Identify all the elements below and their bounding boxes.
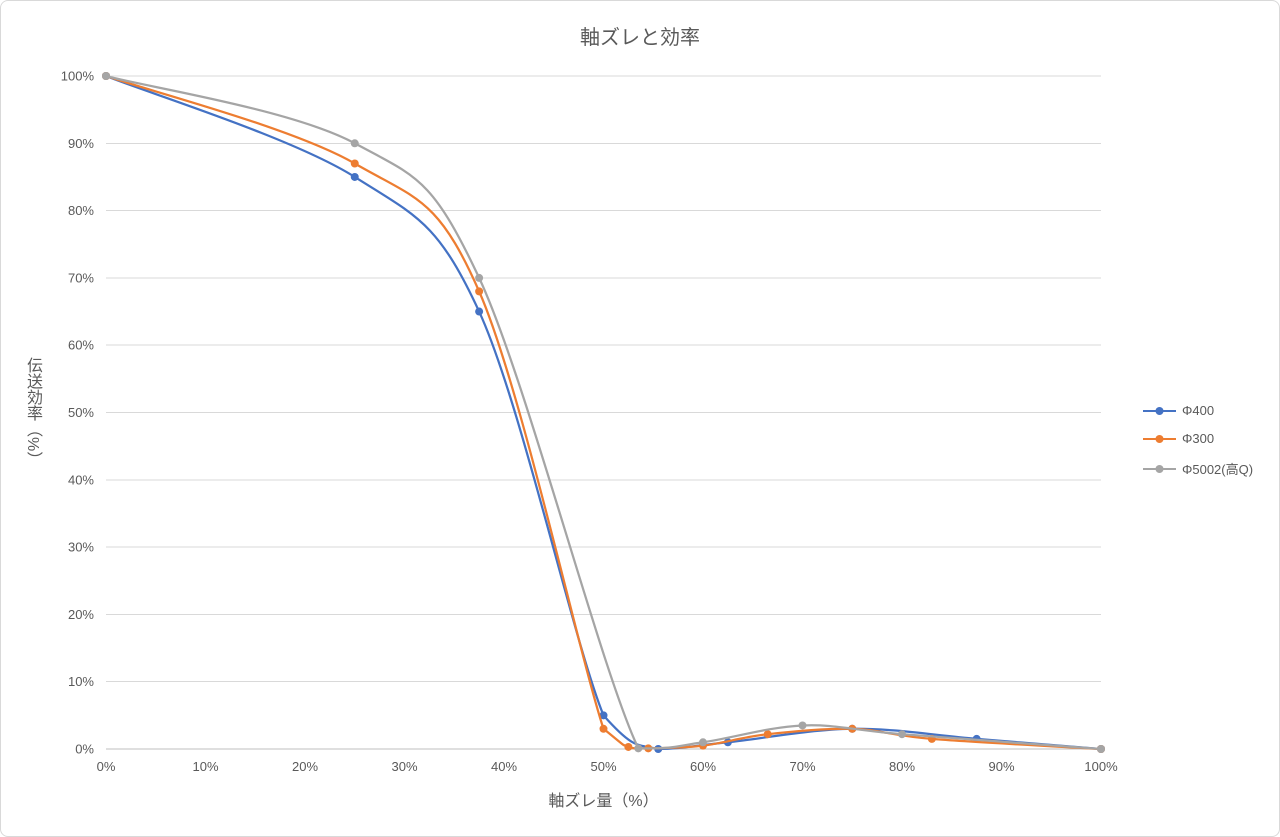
legend-line-marker-icon [1143, 434, 1176, 443]
legend-item-0: Φ400 [1143, 403, 1253, 418]
x-tick-label: 90% [988, 759, 1014, 774]
y-tick-label: 40% [68, 472, 94, 487]
y-tick-label: 20% [68, 607, 94, 622]
legend-label: Φ300 [1182, 431, 1215, 446]
legend-item-2: Φ5002(高Q) [1143, 459, 1253, 478]
chart-title: 軸ズレと効率 [580, 27, 700, 49]
y-tick-label: 50% [68, 405, 94, 420]
x-tick-label: 100% [1084, 759, 1118, 774]
y-tick-label: 70% [68, 270, 94, 285]
data-point-marker-2 [350, 139, 359, 148]
data-point-marker-1 [624, 742, 633, 751]
data-point-marker-2 [798, 721, 807, 730]
data-point-marker-1 [475, 287, 484, 296]
x-tick-label: 60% [690, 759, 716, 774]
y-axis-title: 伝送効率（%） [24, 357, 41, 468]
y-axis-title-box: 伝送効率（%） [19, 76, 45, 749]
data-point-marker-2 [1097, 745, 1105, 753]
data-point-marker-2 [634, 744, 643, 753]
series-line-0 [104, 74, 1103, 751]
data-point-marker-0 [475, 307, 484, 316]
data-point-marker-1 [599, 724, 608, 733]
data-point-marker-0 [599, 711, 608, 720]
y-tick-label: 60% [68, 338, 94, 353]
data-point-marker-2 [102, 72, 110, 80]
legend-label: Φ400 [1182, 403, 1215, 418]
legend-item-1: Φ300 [1143, 431, 1253, 446]
x-tick-label: 30% [391, 759, 417, 774]
x-tick-label: 40% [491, 759, 517, 774]
data-point-marker-0 [350, 172, 359, 181]
x-tick-label: 50% [590, 759, 616, 774]
x-tick-label: 20% [292, 759, 318, 774]
x-tick-label: 0% [97, 759, 116, 774]
x-tick-label: 80% [889, 759, 915, 774]
data-point-marker-1 [350, 159, 359, 168]
x-axis-title: 軸ズレ量（%） [548, 793, 659, 810]
y-tick-label: 80% [68, 203, 94, 218]
legend-line-marker-icon [1143, 464, 1176, 473]
x-tick-label: 10% [192, 759, 218, 774]
y-tick-label: 30% [68, 540, 94, 555]
x-tick-label: 70% [789, 759, 815, 774]
legend-label: Φ5002(高Q) [1182, 462, 1254, 477]
data-point-marker-1 [763, 730, 772, 739]
y-tick-label: 0% [75, 742, 94, 757]
y-tick-label: 10% [68, 674, 94, 689]
data-point-marker-2 [475, 273, 484, 282]
y-tick-label: 100% [61, 69, 95, 84]
legend: Φ400 Φ300 Φ5002(高Q) [1143, 403, 1253, 478]
data-point-marker-2 [699, 738, 707, 747]
data-point-marker-2 [898, 730, 906, 739]
y-tick-label: 90% [68, 136, 94, 151]
legend-line-marker-icon [1143, 406, 1176, 415]
